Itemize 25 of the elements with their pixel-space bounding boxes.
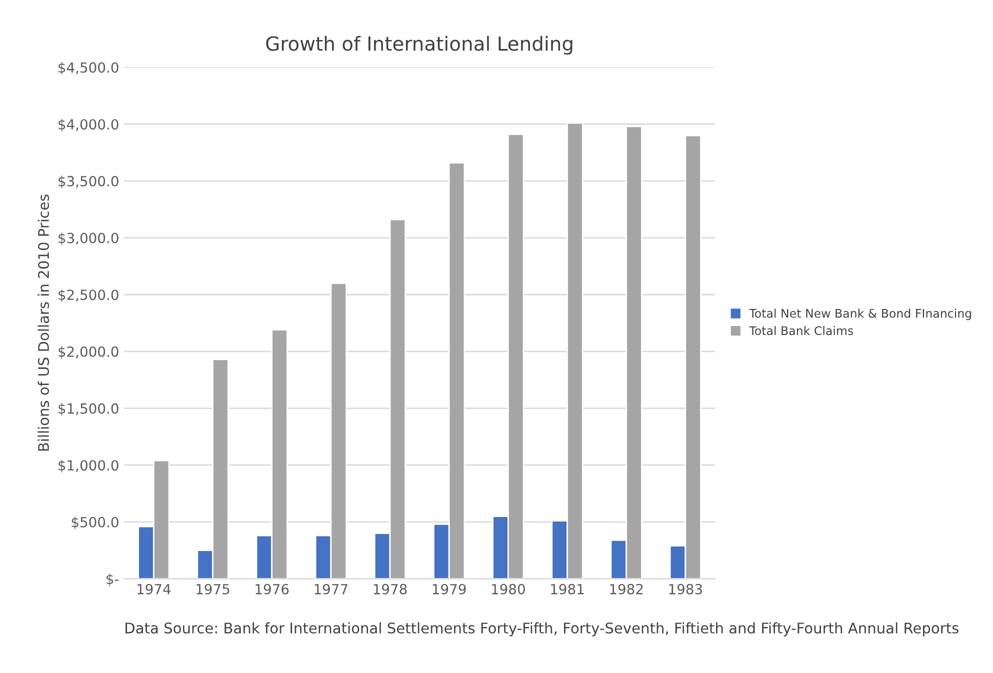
x-tick-label: 1976 <box>256 584 289 594</box>
chart-title: Growth of International Lending <box>266 36 572 55</box>
legend-label: Total Net New Bank & Bond FInancing <box>749 308 972 320</box>
y-tick-label: $1,500.0 <box>58 403 118 416</box>
x-tick-label: 1983 <box>669 584 702 594</box>
y-tick-label: $2,500.0 <box>58 289 118 302</box>
y-tick-label: $4,000.0 <box>58 118 118 132</box>
legend-label: Total Bank Claims <box>749 326 854 336</box>
y-tick-label: $500.0 <box>72 516 118 530</box>
x-tick-label: 1977 <box>314 584 348 594</box>
y-axis-title: Billions of US Dollars in 2010 Prices <box>38 194 50 451</box>
y-tick-label: $4,500.0 <box>58 62 118 75</box>
x-tick-label: 1974 <box>138 584 171 594</box>
x-tick-label: 1980 <box>492 584 525 594</box>
x-tick-label: 1975 <box>196 584 230 594</box>
source-note: Data Source: Bank for International Settlements Forty-Fifth, Forty-Seventh, Fiftieth and Fifty-Fourth Annual Reports <box>126 622 958 636</box>
x-tick-label: 1981 <box>551 584 584 594</box>
y-tick-label: $2,000.0 <box>58 346 118 359</box>
x-tick-label: 1978 <box>374 584 407 594</box>
x-tick-label: 1982 <box>610 584 643 594</box>
x-tick-label: 1979 <box>432 584 466 594</box>
y-tick-label: $3,000.0 <box>58 232 118 246</box>
y-tick-label: $1,000.0 <box>58 460 118 472</box>
y-tick-label: $- <box>106 574 119 586</box>
y-tick-label: $3,500.0 <box>58 176 118 188</box>
